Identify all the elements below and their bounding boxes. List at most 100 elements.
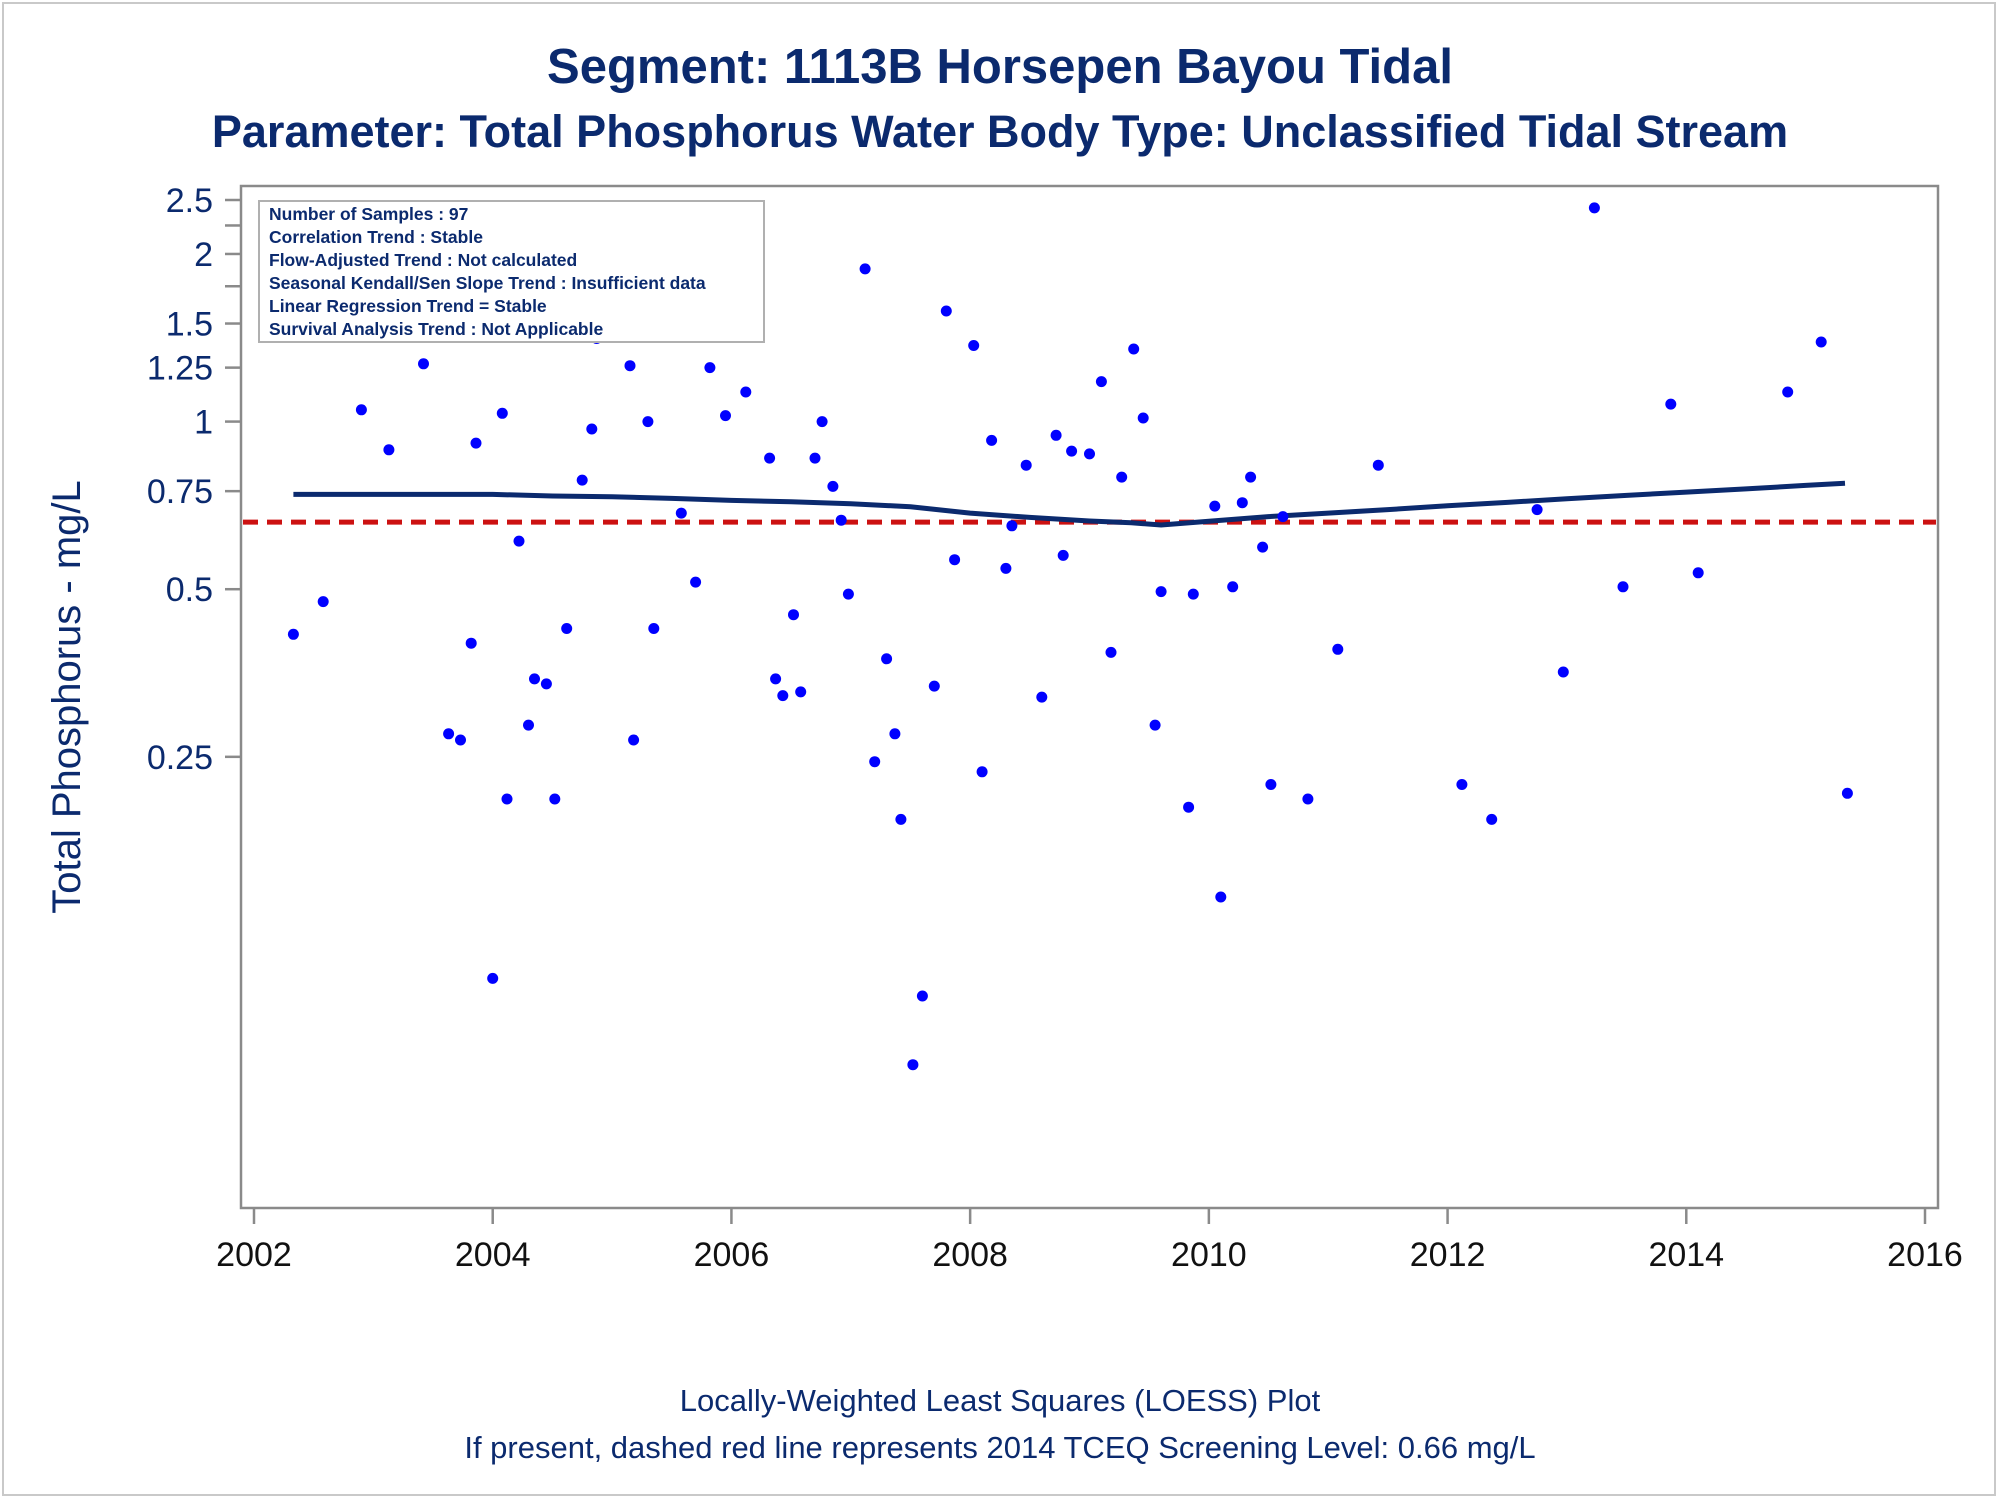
data-point — [465, 637, 477, 649]
stats-correlation-trend: Correlation Trend : Stable — [269, 227, 483, 247]
data-point — [842, 588, 854, 600]
data-point — [1183, 801, 1195, 813]
x-tick-label: 2006 — [694, 1236, 770, 1274]
data-point — [1588, 202, 1600, 214]
data-point — [1137, 412, 1149, 424]
data-point — [986, 434, 998, 446]
data-point — [1036, 691, 1048, 703]
data-point — [788, 609, 799, 621]
data-point — [895, 813, 907, 825]
data-point — [513, 535, 525, 547]
data-point — [1841, 787, 1853, 799]
data-point — [976, 766, 988, 778]
data-point — [770, 673, 782, 685]
data-point — [418, 358, 429, 370]
data-point — [907, 1059, 919, 1071]
data-point — [1209, 500, 1221, 512]
data-point — [1149, 719, 1161, 731]
data-point — [1050, 429, 1062, 441]
chart-subtitle: Parameter: Total Phosphorus Water Body T… — [212, 106, 1788, 157]
y-tick-label: 1.25 — [147, 350, 213, 388]
data-point — [889, 728, 901, 740]
data-point — [487, 972, 499, 984]
data-point — [1456, 779, 1468, 790]
y-tick-label: 1.5 — [166, 306, 213, 344]
data-point — [720, 410, 731, 422]
y-tick-label: 2.5 — [166, 182, 213, 220]
data-point — [443, 728, 455, 740]
data-point — [1227, 581, 1239, 593]
x-tick-label: 2008 — [932, 1236, 1008, 1274]
data-point — [1782, 386, 1794, 398]
data-point — [816, 416, 828, 428]
data-point — [1486, 813, 1498, 825]
data-point — [529, 673, 540, 685]
data-point — [764, 452, 776, 464]
data-point — [624, 360, 636, 372]
data-point — [1095, 376, 1107, 388]
data-point — [355, 404, 367, 416]
data-point — [287, 628, 299, 640]
stats-linear-regression-trend: Linear Regression Trend = Stable — [269, 296, 547, 316]
x-tick-label: 2004 — [455, 1236, 531, 1274]
stats-samples: Number of Samples : 97 — [269, 204, 468, 224]
data-point — [1084, 448, 1095, 460]
stats-box-border — [258, 200, 765, 343]
data-points — [287, 202, 1853, 1071]
data-point — [704, 362, 716, 374]
data-point — [940, 305, 952, 317]
data-point — [1105, 646, 1117, 658]
data-point — [859, 263, 871, 275]
data-point — [675, 507, 687, 519]
data-point — [1302, 793, 1314, 805]
x-axis: 2002 2004 2006 2008 2010 2012 2014 2016 — [216, 1208, 1963, 1274]
data-point — [1155, 586, 1167, 598]
y-tick-label: 0.25 — [147, 739, 213, 777]
data-point — [827, 480, 839, 492]
data-point — [549, 793, 561, 805]
data-point — [1000, 562, 1012, 574]
chart-title: Segment: 1113B Horsepen Bayou Tidal — [547, 40, 1453, 94]
data-point — [1236, 497, 1248, 509]
data-point — [1066, 445, 1078, 457]
x-tick-label: 2014 — [1648, 1236, 1724, 1274]
data-point — [1265, 779, 1277, 790]
data-point — [576, 474, 588, 486]
y-tick-label: 1 — [194, 404, 213, 442]
data-point — [1665, 398, 1677, 410]
data-point — [470, 437, 482, 449]
footnote-screening-level: If present, dashed red line represents 2… — [464, 1430, 1535, 1465]
data-point — [777, 690, 789, 702]
data-point — [586, 423, 598, 435]
data-point — [1531, 504, 1543, 516]
data-point — [628, 734, 640, 746]
data-point — [523, 719, 534, 731]
x-tick-label: 2016 — [1887, 1236, 1963, 1274]
data-point — [1116, 471, 1128, 483]
y-axis: 0.25 0.5 0.75 1 1.25 1.5 2 2.5 — [147, 182, 241, 777]
data-point — [835, 514, 847, 526]
data-point — [795, 686, 807, 698]
data-point — [916, 990, 928, 1002]
data-point — [1020, 459, 1032, 471]
data-point — [1006, 520, 1018, 532]
data-point — [455, 734, 466, 746]
data-point — [928, 680, 940, 692]
data-point — [1187, 588, 1199, 600]
data-point — [648, 623, 660, 634]
loess-trend-line — [293, 480, 1846, 528]
data-point — [561, 623, 573, 634]
data-point — [540, 678, 552, 690]
data-point — [1557, 666, 1569, 678]
data-point — [740, 386, 752, 398]
data-point — [1057, 549, 1069, 561]
y-tick-label: 0.5 — [166, 571, 213, 609]
data-point — [1128, 343, 1140, 355]
data-point — [809, 452, 821, 464]
x-tick-label: 2010 — [1171, 1236, 1247, 1274]
x-tick-label: 2012 — [1410, 1236, 1486, 1274]
stats-box: Number of Samples : 97 Correlation Trend… — [258, 200, 765, 343]
data-point — [1617, 581, 1629, 593]
data-point — [501, 793, 513, 805]
y-axis-label: Total Phosphorus - mg/L — [45, 480, 89, 914]
